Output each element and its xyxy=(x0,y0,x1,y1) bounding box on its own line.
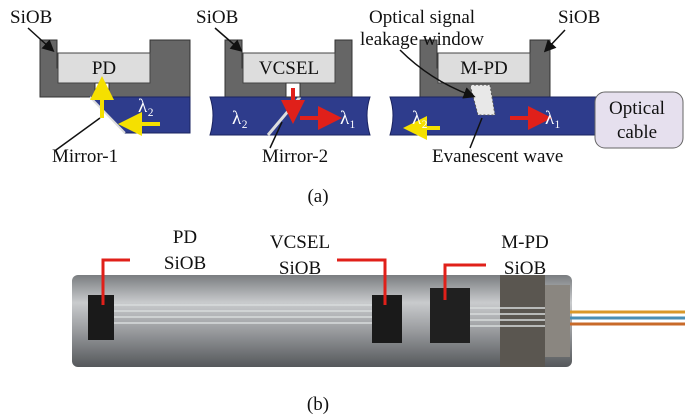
wavelength: λ₂ xyxy=(232,108,248,129)
leakage-label: Optical signal xyxy=(369,7,475,28)
chip-label: VCSEL xyxy=(259,58,319,79)
chip-label: PD xyxy=(92,58,116,79)
siob-label: SiOB xyxy=(196,7,238,28)
wavelength: λ₁ xyxy=(545,108,561,129)
siob-label: SiOB xyxy=(10,7,52,28)
pd-label: PD xyxy=(173,227,197,248)
module-3: M-PD λ₂ λ₁ SiOB Optical signal leakage w… xyxy=(360,7,683,167)
cable-label: cable xyxy=(617,122,657,143)
photo xyxy=(72,260,685,367)
mirror-label: Mirror-1 xyxy=(52,146,118,167)
wavelength: λ₂ xyxy=(412,108,428,129)
chip-label: M-PD xyxy=(460,58,508,79)
wavelength: λ₁ xyxy=(340,108,356,129)
pd-siob-label: SiOB xyxy=(164,253,206,274)
module-1: PD λ₂ SiOB Mirror-1 xyxy=(10,7,190,167)
caption: (b) xyxy=(307,394,329,415)
mpd-label: M-PD xyxy=(501,232,549,253)
evanescent-label: Evanescent wave xyxy=(432,146,563,167)
wavelength: λ₂ xyxy=(138,96,154,117)
module-2: VCSEL λ₂ λ₁ SiOB Mirror-2 xyxy=(196,7,370,167)
mirror-label: Mirror-2 xyxy=(262,146,328,167)
siob-label: SiOB xyxy=(558,7,600,28)
mpd-siob-label: SiOB xyxy=(504,258,546,279)
figure: PD λ₂ SiOB Mirror-1 VCSEL λ₂ λ₁ SiOB Mir… xyxy=(0,0,685,419)
vcsel-label: VCSEL xyxy=(270,232,330,253)
caption: (a) xyxy=(307,186,328,207)
cable-label: Optical xyxy=(609,98,665,119)
leakage-label: leakage window xyxy=(360,29,484,50)
vcsel-siob-label: SiOB xyxy=(279,258,321,279)
